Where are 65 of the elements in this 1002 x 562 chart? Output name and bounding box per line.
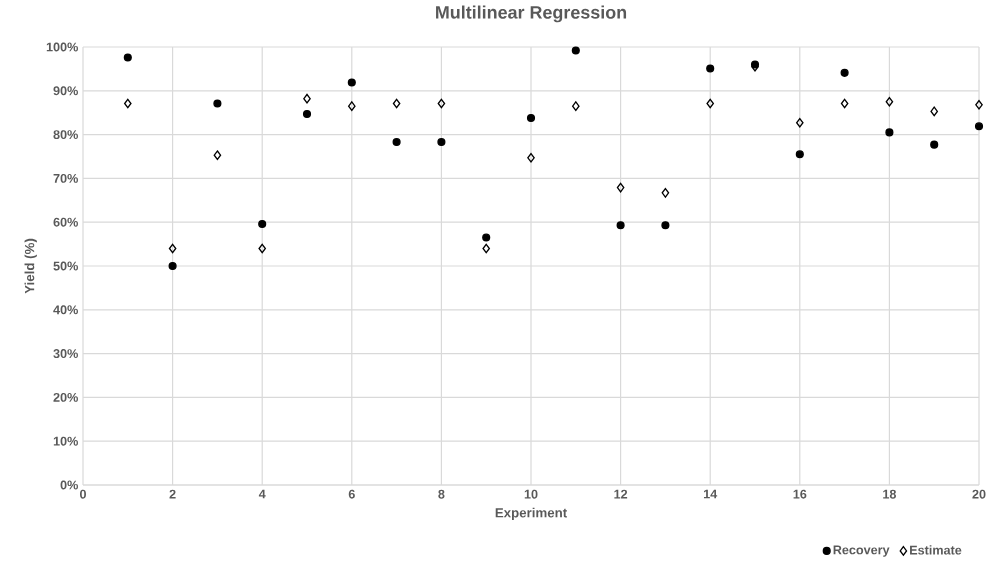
point — [437, 98, 446, 109]
point — [123, 98, 132, 109]
x-tick-label: 10 — [524, 489, 538, 499]
point — [168, 261, 177, 271]
point — [392, 98, 401, 109]
x-tick-label: 2 — [169, 489, 176, 499]
y-tick-label: 40% — [53, 305, 78, 315]
point — [885, 128, 894, 137]
point — [213, 150, 222, 161]
point — [975, 99, 983, 110]
chart-title: Multilinear Regression — [436, 5, 627, 23]
x-tick-label: 20 — [972, 489, 986, 499]
point — [930, 140, 939, 149]
point — [123, 53, 132, 62]
point — [706, 64, 715, 73]
point — [258, 243, 267, 254]
y-tick-label: 60% — [53, 217, 78, 227]
point — [616, 182, 625, 193]
x-tick-label: 12 — [614, 489, 628, 499]
x-tick-label: 4 — [258, 489, 266, 499]
point — [795, 117, 804, 128]
point — [347, 101, 356, 111]
point — [930, 106, 939, 117]
point — [795, 150, 804, 159]
x-tick-label: 0 — [79, 489, 86, 499]
y-tick-label: 10% — [53, 436, 78, 446]
point — [437, 137, 446, 147]
x-tick-label: 14 — [703, 489, 718, 499]
x-tick-label: 6 — [348, 489, 355, 499]
y-tick-label: 80% — [53, 130, 78, 140]
legend-label: Estimate — [910, 545, 962, 555]
x-axis-title: Experiment — [495, 507, 568, 521]
point — [482, 233, 491, 242]
point — [303, 93, 311, 104]
point — [706, 98, 715, 109]
point — [661, 187, 670, 198]
point — [482, 243, 491, 254]
y-axis-title: Yield (%) — [24, 238, 37, 294]
point — [616, 221, 625, 230]
point — [661, 221, 670, 230]
point — [840, 68, 849, 77]
x-tick-label: 18 — [883, 489, 897, 499]
x-tick-label: 16 — [793, 489, 807, 499]
point — [571, 101, 580, 111]
point — [302, 109, 312, 119]
y-tick-label: 0% — [60, 480, 78, 490]
point — [168, 243, 177, 254]
y-tick-label: 90% — [53, 86, 78, 96]
point — [885, 96, 894, 107]
y-tick-label: 20% — [53, 392, 78, 402]
point — [258, 219, 267, 229]
y-tick-label: 50% — [53, 261, 78, 271]
point — [840, 98, 849, 109]
x-tick-label: 8 — [438, 489, 445, 499]
point — [347, 78, 356, 87]
y-tick-label: 70% — [53, 173, 78, 183]
point — [213, 99, 222, 108]
point — [392, 137, 401, 147]
legend-label: Recovery — [833, 545, 890, 557]
y-tick-label: 100% — [46, 42, 78, 52]
y-tick-label: 30% — [53, 349, 78, 359]
point — [527, 152, 535, 163]
point — [571, 46, 580, 55]
point — [526, 113, 536, 123]
point — [974, 122, 984, 131]
